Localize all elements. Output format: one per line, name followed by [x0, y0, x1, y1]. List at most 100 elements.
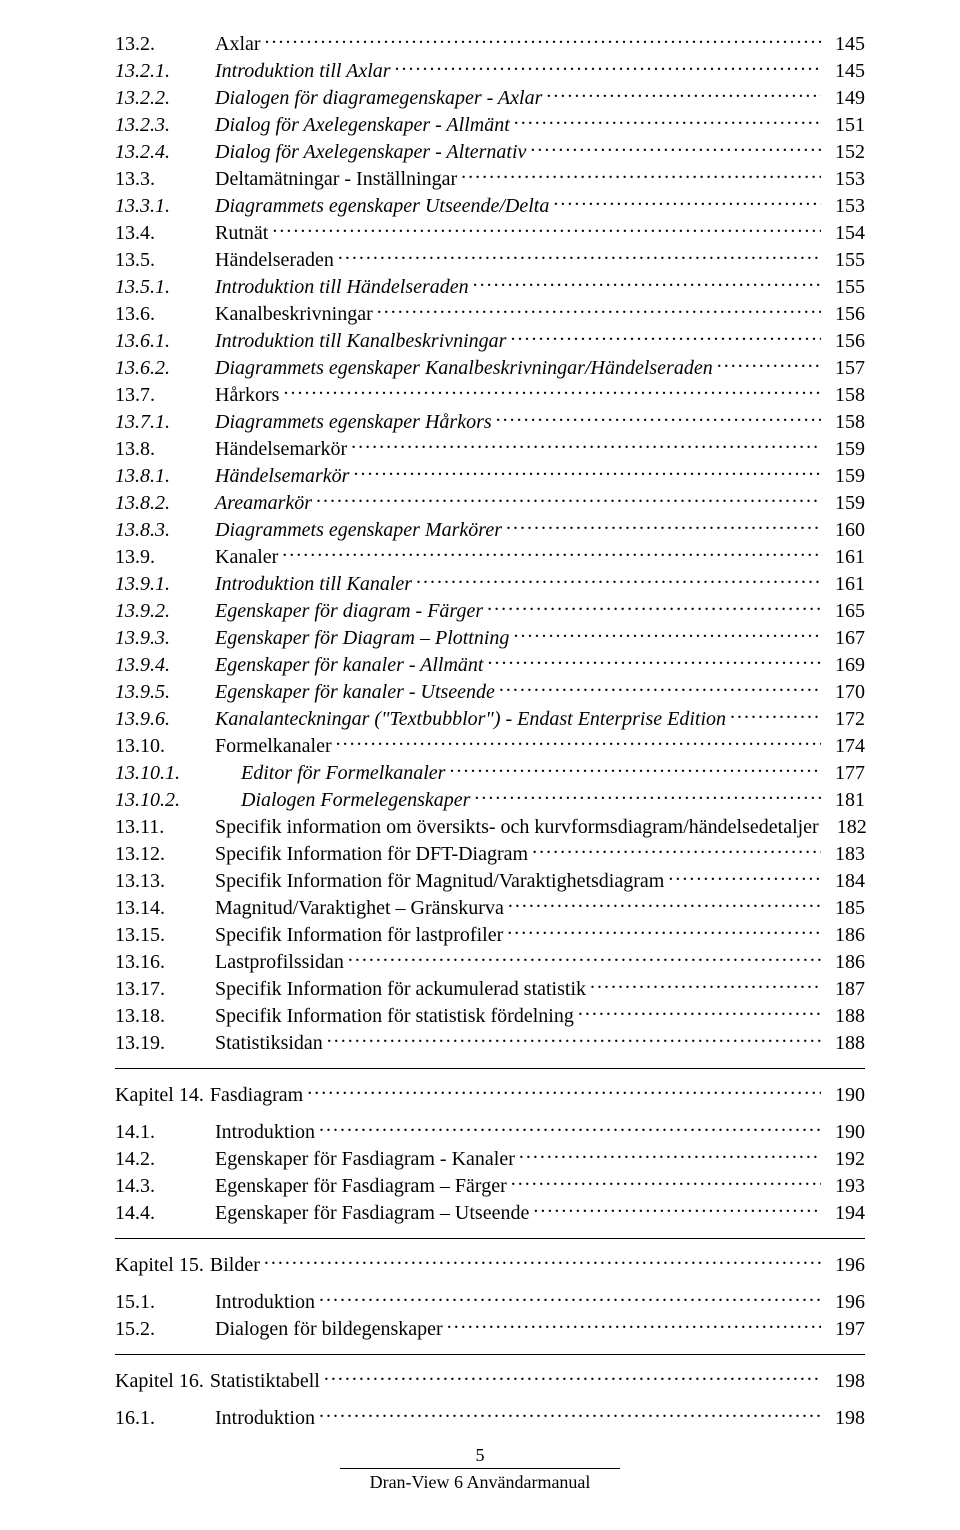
toc-entry-number: 13.10.2.	[115, 788, 223, 813]
toc-entry: 13.8.2.Areamarkör159	[115, 489, 865, 516]
toc-entry-number: 13.2.1.	[115, 59, 209, 84]
toc-entry-number: 13.2.4.	[115, 140, 209, 165]
toc-leader-dots	[447, 1315, 821, 1335]
toc-entry-number: 13.2.3.	[115, 113, 209, 138]
toc-entry-title: Magnitud/Varaktighet – Gränskurva	[209, 896, 508, 921]
toc-entry: 13.6.Kanalbeskrivningar156	[115, 300, 865, 327]
toc-entry: 13.11.Specifik information om översikts-…	[115, 813, 865, 840]
toc-entry-page: 153	[821, 194, 865, 219]
toc-entry-number: Kapitel 14.	[115, 1083, 210, 1108]
toc-leader-dots	[307, 1081, 821, 1101]
toc-entry-page: 196	[821, 1290, 865, 1315]
toc-leader-dots	[578, 1002, 821, 1022]
toc-leader-dots	[730, 705, 821, 725]
toc-leader-dots	[324, 1367, 821, 1387]
toc-entry-page: 159	[821, 464, 865, 489]
toc-leader-dots	[265, 30, 821, 50]
toc-entry-number: 13.8.1.	[115, 464, 209, 489]
toc-entry-title: Introduktion till Axlar	[209, 59, 395, 84]
toc-entry-page: 155	[821, 275, 865, 300]
toc-leader-dots	[473, 273, 821, 293]
toc-entry-page: 197	[821, 1317, 865, 1342]
toc-entry-page: 156	[821, 302, 865, 327]
toc-entry-page: 185	[821, 896, 865, 921]
toc-entry-page: 157	[821, 356, 865, 381]
toc-leader-dots	[319, 1404, 821, 1424]
toc-entry-page: 156	[821, 329, 865, 354]
toc-entry: 13.9.5.Egenskaper för kanaler - Utseende…	[115, 678, 865, 705]
toc-entry-number: 14.2.	[115, 1147, 209, 1172]
toc-entry-page: 172	[821, 707, 865, 732]
toc-leader-dots	[499, 678, 821, 698]
toc-leader-dots	[351, 435, 821, 455]
toc-entry: 13.13.Specifik Information för Magnitud/…	[115, 867, 865, 894]
toc-entry-number: 13.19.	[115, 1031, 209, 1056]
toc-entry: 13.8.1.Händelsemarkör159	[115, 462, 865, 489]
toc-leader-dots	[353, 462, 821, 482]
toc-entry: 13.15.Specifik Information för lastprofi…	[115, 921, 865, 948]
toc-entry-page: 161	[821, 545, 865, 570]
toc-entry-page: 154	[821, 221, 865, 246]
toc-entry-page: 153	[821, 167, 865, 192]
toc-entry-title: Axlar	[209, 32, 265, 57]
toc-leader-dots	[272, 219, 821, 239]
footer-doc-title: Dran-View 6 Användarmanual	[340, 1468, 620, 1494]
toc-entry: 13.2.3.Dialog för Axelegenskaper - Allmä…	[115, 111, 865, 138]
toc-entry-title: Dialogen för diagramegenskaper - Axlar	[209, 86, 546, 111]
toc-entry-title: Bilder	[210, 1253, 264, 1278]
toc-entry-page: 187	[821, 977, 865, 1002]
toc-entry-title: Specifik Information för DFT-Diagram	[209, 842, 532, 867]
toc-entry-number: 15.2.	[115, 1317, 209, 1342]
toc-entry: 13.19.Statistiksidan188	[115, 1029, 865, 1056]
toc-entry: 13.5.Händelseraden155	[115, 246, 865, 273]
toc-entry: 13.6.1.Introduktion till Kanalbeskrivnin…	[115, 327, 865, 354]
toc-entry-page: 188	[821, 1031, 865, 1056]
toc-entry: 13.3.Deltamätningar - Inställningar153	[115, 165, 865, 192]
toc-leader-dots	[282, 543, 821, 563]
toc-entry-title: Specifik Information för ackumulerad sta…	[209, 977, 590, 1002]
toc-entry-title: Kanalbeskrivningar	[209, 302, 377, 327]
toc-section: Kapitel 15.Bilder19615.1.Introduktion196…	[115, 1238, 865, 1342]
toc-entry-title: Specifik Information för statistisk förd…	[209, 1004, 578, 1029]
toc-entry-number: 13.12.	[115, 842, 209, 867]
toc-entry: 13.9.2.Egenskaper för diagram - Färger16…	[115, 597, 865, 624]
toc-entry: 13.9.6.Kanalanteckningar ("Textbubblor")…	[115, 705, 865, 732]
toc-leader-dots	[508, 894, 821, 914]
toc-entry-title: Egenskaper för diagram - Färger	[209, 599, 487, 624]
toc-entry-page: 145	[821, 59, 865, 84]
toc-entry-title: Egenskaper för Diagram – Plottning	[209, 626, 513, 651]
toc-entry: 13.9.Kanaler161	[115, 543, 865, 570]
toc-entry-title: Areamarkör	[209, 491, 316, 516]
toc-entry-number: 13.9.4.	[115, 653, 209, 678]
toc-entry: 16.1.Introduktion198	[115, 1404, 865, 1431]
toc-entry-title: Rutnät	[209, 221, 272, 246]
toc-entry-title: Dialog för Axelegenskaper - Alternativ	[209, 140, 530, 165]
page-footer: 5 Dran-View 6 Användarmanual	[0, 1444, 960, 1494]
toc-leader-dots	[717, 354, 821, 374]
toc-leader-dots	[530, 138, 821, 158]
toc-leader-dots	[327, 1029, 821, 1049]
toc-entry: 14.2.Egenskaper för Fasdiagram - Kanaler…	[115, 1145, 865, 1172]
toc-entry: 14.4.Egenskaper för Fasdiagram – Utseend…	[115, 1199, 865, 1226]
toc-entry-number: 13.9.2.	[115, 599, 209, 624]
toc-entry-title: Specifik Information för Magnitud/Varakt…	[209, 869, 668, 894]
toc-entry: 13.18.Specifik Information för statistis…	[115, 1002, 865, 1029]
toc-entry: 13.9.3.Egenskaper för Diagram – Plottnin…	[115, 624, 865, 651]
toc-entry-number: 13.10.1.	[115, 761, 223, 786]
toc-entry-number: Kapitel 15.	[115, 1253, 210, 1278]
toc-entry-number: 13.6.2.	[115, 356, 209, 381]
toc-entry-number: 13.9.1.	[115, 572, 209, 597]
toc-entry-number: 13.9.3.	[115, 626, 209, 651]
toc-entry-number: 13.13.	[115, 869, 209, 894]
toc-entry-page: 198	[821, 1369, 865, 1394]
toc-entry-title: Specifik Information för lastprofiler	[209, 923, 507, 948]
toc-entry: 13.2.4.Dialog för Axelegenskaper - Alter…	[115, 138, 865, 165]
toc-entry-title: Kanalanteckningar ("Textbubblor") - Enda…	[209, 707, 730, 732]
toc-entry: 15.2.Dialogen för bildegenskaper197	[115, 1315, 865, 1342]
toc-entry-number: Kapitel 16.	[115, 1369, 210, 1394]
toc-leader-dots	[487, 651, 821, 671]
toc-leader-dots	[553, 192, 821, 212]
toc-entry-number: 14.3.	[115, 1174, 209, 1199]
toc-entry-page: 169	[821, 653, 865, 678]
toc-leader-dots	[416, 570, 821, 590]
